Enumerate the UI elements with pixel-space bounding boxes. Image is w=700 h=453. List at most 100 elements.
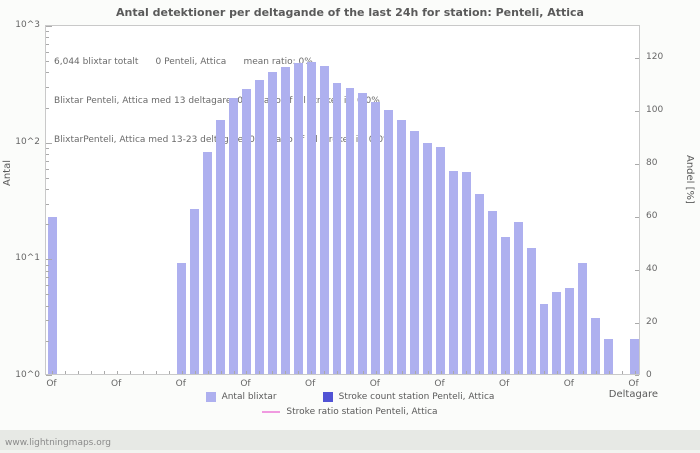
x-minor-tick — [414, 371, 416, 374]
bar — [578, 262, 588, 374]
x-minor-tick — [531, 371, 533, 374]
x-minor-tick — [479, 371, 481, 374]
bar — [332, 83, 342, 374]
y-left-minor-tick — [46, 107, 49, 109]
bar — [500, 236, 510, 374]
x-tick-label: Of — [111, 379, 122, 389]
bar — [306, 62, 316, 374]
bar — [203, 151, 213, 374]
x-minor-tick — [181, 371, 183, 374]
watermark-link[interactable]: www.lightningmaps.org — [5, 438, 111, 448]
chart-canvas: Antal detektioner per deltagande of the … — [0, 6, 700, 417]
x-axis-ticks: Of Of Of Of Of Of Of Of Of Of — [45, 378, 640, 390]
y-left-major-tick — [46, 142, 52, 144]
y-left-tick-label: 10^2 — [15, 136, 40, 147]
x-tick-label: Of — [240, 379, 251, 389]
x-tick-label: Of — [563, 379, 574, 389]
bar — [552, 292, 562, 374]
y-left-tick-label: 10^3 — [15, 20, 40, 30]
x-axis-label: Deltagare — [608, 389, 658, 400]
bar — [177, 262, 187, 374]
bar — [371, 101, 381, 374]
y-right-tick — [635, 57, 639, 59]
legend-swatch-bar-dark-icon — [322, 392, 333, 402]
y-left-minor-tick — [46, 31, 49, 33]
x-minor-tick — [298, 371, 300, 374]
y-left-minor-tick — [46, 294, 49, 296]
x-minor-tick — [453, 371, 455, 374]
bar — [345, 87, 355, 374]
x-minor-tick — [143, 371, 144, 374]
x-minor-tick — [78, 371, 80, 374]
legend-item-antal-blixtar: Antal blixtar — [205, 392, 277, 402]
y-right-tick-label: 60 — [646, 210, 658, 221]
y-axis-ticks-right: 120 100 80 60 40 20 0 — [644, 25, 674, 380]
x-minor-tick — [311, 371, 313, 374]
x-minor-tick — [349, 371, 351, 374]
x-tick-label: Of — [46, 379, 57, 389]
x-tick-label: Of — [628, 379, 639, 389]
y-left-tick-label: 10^1 — [15, 253, 40, 264]
y-left-major-tick — [46, 375, 52, 376]
legend-swatch-bar-light-icon — [205, 392, 216, 402]
x-minor-tick — [543, 371, 545, 374]
y-left-minor-tick — [46, 277, 49, 279]
y-left-minor-tick — [46, 305, 49, 307]
x-minor-tick — [130, 371, 132, 374]
y-left-minor-tick — [46, 270, 49, 272]
y-right-tick-label: 80 — [646, 157, 658, 168]
x-minor-tick — [582, 371, 584, 374]
y-left-minor-tick — [46, 177, 49, 179]
x-minor-tick — [117, 371, 119, 374]
footer-bar: www.lightningmaps.org — [0, 430, 700, 450]
y-right-tick-label: 40 — [646, 263, 658, 274]
x-minor-tick — [569, 371, 571, 374]
x-minor-tick — [285, 371, 287, 374]
bar — [461, 171, 471, 374]
x-minor-tick — [194, 371, 196, 374]
legend: Antal blixtar Stroke count station Pente… — [0, 392, 700, 417]
y-right-tick-label: 20 — [646, 316, 658, 327]
y-right-tick — [635, 216, 639, 218]
x-minor-tick — [168, 371, 170, 374]
y-right-tick — [635, 163, 639, 165]
y-left-tick-label: 10^0 — [15, 370, 40, 380]
chart-title: Antal detektioner per deltagande of the … — [116, 6, 584, 19]
x-minor-tick — [556, 371, 558, 374]
x-minor-tick — [634, 371, 636, 374]
bar — [48, 217, 57, 374]
x-minor-tick — [608, 371, 610, 374]
bar — [630, 338, 639, 374]
x-minor-tick — [401, 371, 403, 374]
y-left-minor-tick — [46, 87, 49, 88]
x-minor-tick — [52, 371, 54, 374]
y-right-tick — [635, 110, 639, 112]
y-left-minor-tick — [46, 160, 49, 162]
bar — [267, 71, 277, 374]
legend-item-stroke-ratio: Stroke ratio station Penteli, Attica — [262, 407, 438, 417]
x-minor-tick — [246, 371, 248, 374]
x-minor-tick — [65, 371, 67, 374]
x-minor-tick — [388, 371, 390, 374]
y-right-tick — [635, 269, 639, 271]
x-tick-label: Of — [305, 379, 316, 389]
x-tick-label: Of — [175, 379, 186, 389]
x-minor-tick — [233, 371, 235, 374]
x-minor-tick — [259, 371, 261, 374]
y-left-minor-tick — [46, 285, 49, 287]
bar — [254, 80, 264, 374]
x-minor-tick — [518, 371, 520, 374]
legend-item-stroke-count: Stroke count station Penteli, Attica — [322, 392, 494, 402]
plot-area: 6,044 blixtar totalt 0 Penteli, Attica m… — [45, 25, 640, 376]
y-left-major-tick — [46, 26, 52, 27]
x-tick-label: Of — [434, 379, 445, 389]
bar — [448, 170, 458, 374]
x-tick-label: Of — [499, 379, 510, 389]
y-left-minor-tick — [46, 148, 49, 149]
bar — [293, 63, 303, 374]
bar — [280, 66, 290, 374]
x-minor-tick — [427, 371, 429, 374]
bar — [436, 147, 445, 374]
y-left-minor-tick — [46, 340, 49, 342]
legend-row-2: Stroke ratio station Penteli, Attica — [262, 407, 438, 417]
